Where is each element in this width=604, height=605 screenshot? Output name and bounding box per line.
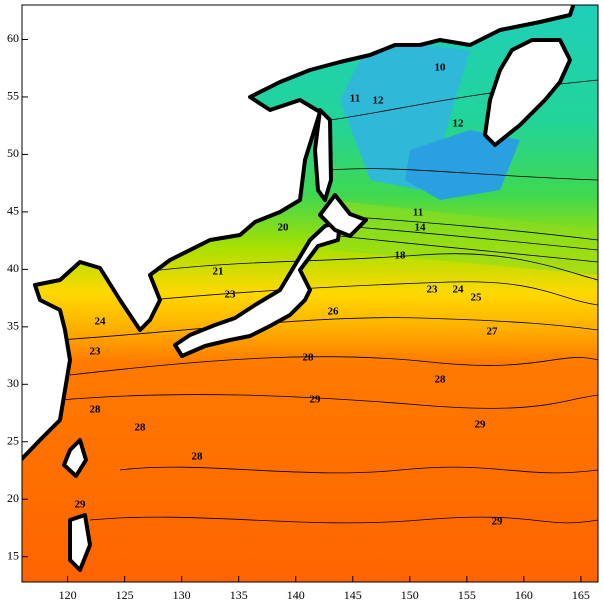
contour-label: 12 bbox=[373, 95, 385, 107]
luzon bbox=[68, 513, 92, 572]
contour-label: 26 bbox=[328, 306, 340, 318]
x-tick-label: 150 bbox=[401, 588, 419, 602]
y-tick-label: 15 bbox=[7, 548, 19, 562]
contour-label: 27 bbox=[487, 326, 499, 338]
contour-label: 12 bbox=[453, 118, 465, 130]
x-tick-label: 165 bbox=[572, 588, 590, 602]
hokkaido bbox=[318, 193, 368, 238]
contour-label: 29 bbox=[475, 419, 487, 431]
contour-label: 29 bbox=[75, 499, 87, 511]
y-tick-label: 20 bbox=[7, 491, 19, 505]
contour-label: 28 bbox=[303, 352, 315, 364]
x-tick-label: 130 bbox=[173, 588, 191, 602]
x-tick-label: 160 bbox=[515, 588, 533, 602]
y-tick-label: 45 bbox=[7, 204, 19, 218]
contour-label: 11 bbox=[350, 93, 360, 105]
y-tick-label: 55 bbox=[7, 89, 19, 103]
cold-spot bbox=[405, 130, 520, 200]
taiwan bbox=[62, 438, 88, 478]
x-tick-label: 140 bbox=[287, 588, 305, 602]
contour-label: 21 bbox=[213, 266, 224, 278]
contour-label: 24 bbox=[453, 284, 465, 296]
contour-label: 29 bbox=[310, 394, 322, 406]
mainland bbox=[22, 5, 576, 462]
contour-label: 28 bbox=[192, 451, 204, 463]
y-tick-label: 60 bbox=[7, 31, 19, 45]
contour-label: 11 bbox=[413, 207, 423, 219]
y-tick-label: 40 bbox=[7, 261, 19, 275]
contour-label: 25 bbox=[471, 292, 483, 304]
x-tick-label: 125 bbox=[116, 588, 134, 602]
contour-label: 23 bbox=[90, 346, 102, 358]
y-tick-label: 50 bbox=[7, 146, 19, 160]
contour-label: 20 bbox=[278, 222, 290, 234]
y-tick-label: 25 bbox=[7, 434, 19, 448]
contour-label: 10 bbox=[435, 62, 447, 74]
x-tick-label: 135 bbox=[230, 588, 248, 602]
sakhalin bbox=[313, 108, 333, 202]
contour-label: 24 bbox=[95, 316, 107, 328]
contour-label: 23 bbox=[225, 289, 237, 301]
y-tick-label: 35 bbox=[7, 319, 19, 333]
x-tick-label: 155 bbox=[458, 588, 476, 602]
x-tick-label: 145 bbox=[344, 588, 362, 602]
y-tick-label: 30 bbox=[7, 376, 19, 390]
contour-label: 29 bbox=[492, 516, 504, 528]
contour-label: 23 bbox=[427, 284, 439, 296]
contour-label: 28 bbox=[435, 374, 447, 386]
plot-frame bbox=[21, 4, 599, 583]
contour-label: 28 bbox=[90, 404, 102, 416]
kamchatka bbox=[483, 38, 572, 147]
contour-label: 18 bbox=[395, 250, 407, 262]
contour-label: 28 bbox=[135, 422, 147, 434]
contour-label: 14 bbox=[415, 222, 427, 234]
x-tick-label: 120 bbox=[59, 588, 77, 602]
